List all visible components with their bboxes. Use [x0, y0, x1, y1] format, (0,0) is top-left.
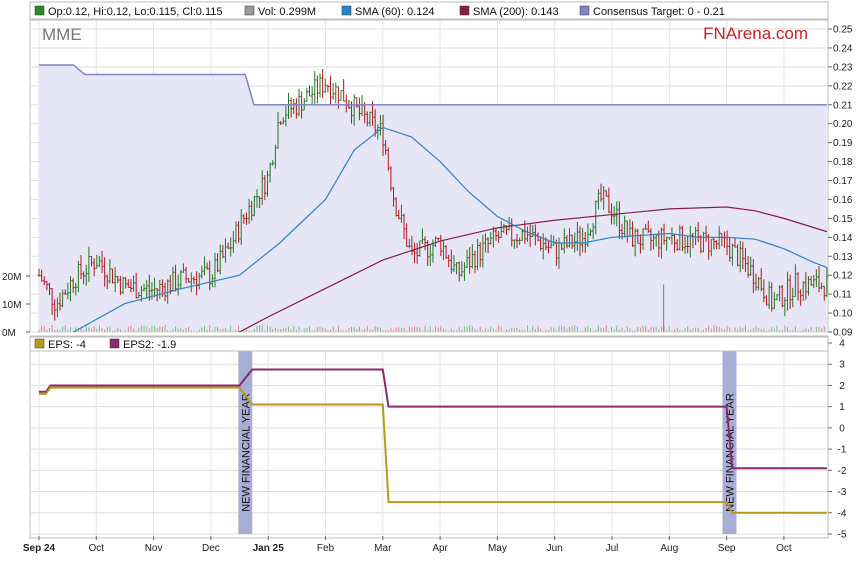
eps-tick-label: -2 [838, 466, 847, 477]
price-tick-label: 0.12 [833, 271, 853, 282]
legend-ohlc: Op:0.12, Hi:0.12, Lo:0.115, Cl:0.115 [48, 6, 223, 18]
eps-legend: EPS: -4 EPS2: -1.9 [29, 336, 829, 352]
sma200-line [238, 206, 828, 332]
eps-panel: NEW FINANCIAL YEAR NEW FINANCIAL YEAR -5-… [29, 335, 847, 541]
price-tick-label: 0.14 [833, 233, 853, 244]
legend-swatch-target [579, 5, 590, 16]
legend-eps: EPS: -4 [48, 339, 86, 351]
price-tick-label: 0.13 [833, 252, 853, 263]
price-tick-label: 0.24 [833, 43, 853, 54]
eps2-line [39, 368, 827, 470]
price-tick-label: 0.23 [833, 62, 853, 73]
legend-bg [29, 1, 829, 20]
x-tick-label: Apr [432, 543, 448, 554]
volume-tick-label: 10M [2, 300, 21, 311]
price-tick-label: 0.17 [833, 176, 853, 187]
price-panel: 0.09 0.10 0.11 0.12 0.13 0.14 0.15 0.16 0.17 0.18… [2, 1, 853, 339]
price-candles [37, 68, 828, 321]
legend-sma200: SMA (200): 0.143 [473, 6, 559, 18]
legend-swatch-sma60 [341, 5, 352, 16]
legend-swatch-vol [244, 5, 255, 16]
x-tick-label: Feb [317, 543, 335, 554]
x-axis-ticks: Sep 24 Oct Nov Dec Jan 25 Feb Mar Apr May Jun Jul A… [23, 536, 792, 554]
eps-tick-label: -3 [838, 487, 847, 498]
x-tick-label: Dec [202, 543, 220, 554]
watermark: FNArena.com [703, 24, 808, 43]
eps-tick-label: 1 [839, 402, 845, 413]
eps-legend-bg [29, 336, 829, 352]
eps-plot-background [29, 335, 829, 539]
eps-tick-label: -1 [838, 445, 847, 456]
x-tick-label: Sep [718, 543, 736, 554]
price-tick-label: 0.09 [833, 328, 853, 339]
price-tick-label: 0.16 [833, 195, 853, 206]
x-tick-label: Jul [606, 543, 619, 554]
eps-tick-label: -4 [838, 508, 847, 519]
x-tick-label: Jan 25 [253, 543, 285, 554]
price-tick-label: 0.21 [833, 100, 853, 111]
price-tick-label: 0.22 [833, 81, 853, 92]
x-tick-label: May [488, 543, 507, 554]
x-tick-label: Oct [776, 543, 792, 554]
volume-tick-label: 0M [2, 328, 16, 339]
financial-year-band [238, 351, 253, 534]
eps-tick-label: 2 [839, 381, 845, 392]
legend-vol: Vol: 0.299M [258, 6, 316, 18]
legend-swatch-sma200 [459, 5, 470, 16]
x-tick-label: Aug [660, 543, 678, 554]
price-y-ticks: 0.09 0.10 0.11 0.12 0.13 0.14 0.15 0.16 0.17 0.18… [828, 25, 853, 339]
x-tick-label: Jun [547, 543, 563, 554]
volume-bars [38, 284, 828, 332]
price-tick-label: 0.20 [833, 119, 853, 130]
sma60-line [73, 126, 828, 332]
eps-tick-label: 0 [839, 423, 845, 434]
eps-tick-label: 4 [839, 339, 845, 350]
price-tick-label: 0.15 [833, 214, 853, 225]
volume-y-ticks: 0M 10M 20M [2, 272, 30, 339]
consensus-target-area [39, 64, 827, 332]
price-tick-label: 0.25 [833, 25, 853, 36]
eps-y-ticks: -5 -4 -3 -2 -1 0 1 2 3 4 [828, 339, 847, 541]
legend-eps2: EPS2: -1.9 [123, 339, 176, 351]
legend-swatch-eps2 [109, 338, 120, 349]
eps-line [39, 386, 827, 514]
volume-tick-label: 20M [2, 272, 21, 283]
price-tick-label: 0.11 [833, 290, 852, 301]
financial-year-label: NEW FINANCIAL YEAR [240, 393, 252, 512]
legend-sma60: SMA (60): 0.124 [355, 6, 435, 18]
price-tick-label: 0.10 [833, 309, 853, 320]
x-tick-label: Nov [145, 543, 163, 554]
price-legend: Op:0.12, Hi:0.12, Lo:0.115, Cl:0.115 Vol… [29, 1, 829, 20]
legend-swatch-eps [34, 338, 45, 349]
ticker-label: MME [42, 25, 82, 44]
price-tick-label: 0.18 [833, 157, 853, 168]
eps-tick-label: 3 [839, 360, 845, 371]
price-tick-label: 0.19 [833, 138, 853, 149]
eps-tick-label: -5 [838, 530, 847, 541]
x-tick-label: Oct [89, 543, 105, 554]
x-tick-label: Mar [374, 543, 392, 554]
consensus-target-line [39, 64, 827, 106]
x-tick-label: Sep 24 [23, 543, 56, 554]
legend-swatch-ohlc [34, 5, 45, 16]
legend-target: Consensus Target: 0 - 0.21 [593, 6, 725, 18]
